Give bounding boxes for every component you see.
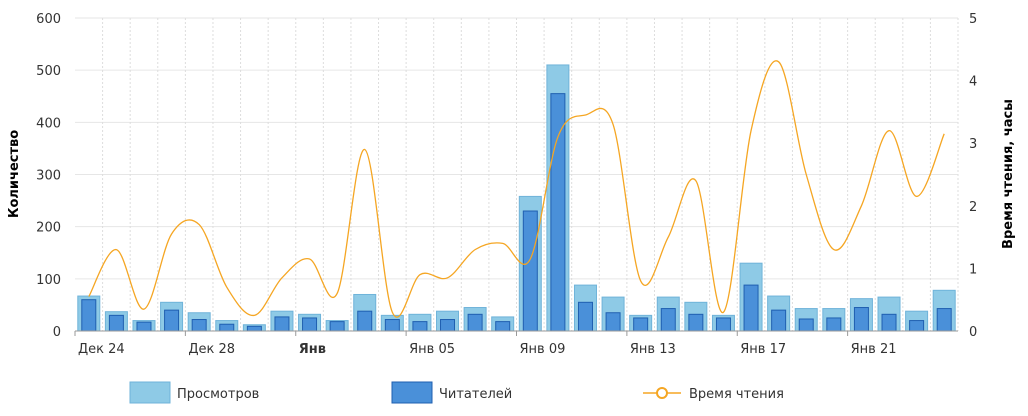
- legend-readers-swatch: [391, 381, 433, 404]
- bar-readers-16[interactable]: [522, 210, 538, 332]
- legend: Просмотров Читателей Время чтения: [129, 381, 784, 404]
- x-tick-label-2: Янв: [299, 342, 326, 357]
- grid: [75, 17, 959, 331]
- y-tick-label-6: 600: [36, 12, 61, 27]
- x-tick-label-6: Янв 17: [740, 342, 786, 357]
- legend-reading-time-marker: [656, 387, 668, 399]
- bar-readers-27[interactable]: [826, 317, 842, 332]
- readers-bars: [81, 93, 952, 332]
- bar-readers-6[interactable]: [246, 325, 262, 332]
- legend-views-label: Просмотров: [177, 387, 259, 402]
- bar-readers-2[interactable]: [136, 321, 152, 332]
- legend-readers-label: Читателей: [439, 387, 512, 402]
- x-tick-label-3: Янв 05: [409, 342, 455, 357]
- bar-readers-28[interactable]: [853, 307, 869, 332]
- y2-axis-ticks: 0 1 2 3 4 5: [969, 12, 977, 340]
- y2-tick-label-2: 2: [969, 200, 977, 215]
- y-tick-label-1: 100: [36, 273, 61, 288]
- x-tick-label-7: Янв 21: [851, 342, 897, 357]
- x-tick-label-4: Янв 09: [520, 342, 566, 357]
- x-axis-ticks: Дек 24 Дек 28 Янв Янв 05 Янв 09 Янв 13 Янв 17 Я…: [74, 331, 897, 357]
- legend-views-swatch: [129, 381, 171, 404]
- reading-time-line: [88, 60, 945, 318]
- bar-readers-14[interactable]: [467, 313, 483, 332]
- x-tick-label-1: Дек 28: [188, 342, 235, 357]
- y-tick-label-4: 400: [36, 116, 61, 131]
- bar-readers-12[interactable]: [412, 321, 428, 332]
- bar-readers-21[interactable]: [660, 308, 676, 332]
- bar-readers-7[interactable]: [274, 316, 290, 332]
- bar-readers-13[interactable]: [440, 319, 456, 332]
- bar-readers-0[interactable]: [81, 299, 97, 332]
- bar-readers-8[interactable]: [302, 317, 318, 332]
- bar-readers-24[interactable]: [743, 284, 759, 332]
- y2-tick-label-1: 1: [969, 262, 977, 277]
- bar-readers-9[interactable]: [329, 321, 345, 332]
- y-axis-ticks: 0 100 200 300 400 500 600: [36, 12, 61, 340]
- y2-tick-label-3: 3: [969, 137, 977, 152]
- bar-readers-29[interactable]: [881, 313, 897, 332]
- bar-readers-19[interactable]: [605, 312, 621, 332]
- y-axis-title: Количество: [7, 130, 22, 218]
- bar-readers-18[interactable]: [577, 301, 593, 332]
- bar-readers-11[interactable]: [384, 319, 400, 332]
- bar-readers-20[interactable]: [633, 317, 649, 332]
- legend-item-readers[interactable]: Читателей: [391, 381, 512, 404]
- y2-tick-label-4: 4: [969, 75, 977, 90]
- y2-tick-label-0: 0: [969, 325, 977, 340]
- bar-readers-3[interactable]: [164, 309, 180, 332]
- bar-readers-25[interactable]: [771, 309, 787, 332]
- legend-item-reading-time[interactable]: Время чтения: [643, 387, 784, 402]
- legend-item-views[interactable]: Просмотров: [129, 381, 259, 404]
- bar-readers-10[interactable]: [357, 310, 373, 332]
- bar-readers-22[interactable]: [688, 313, 704, 332]
- legend-reading-time-label: Время чтения: [689, 387, 784, 402]
- y-tick-label-0: 0: [53, 325, 61, 340]
- bar-readers-1[interactable]: [108, 314, 124, 332]
- x-tick-label-0: Дек 24: [78, 342, 125, 357]
- y-tick-label-5: 500: [36, 64, 61, 79]
- x-tick-label-5: Янв 13: [630, 342, 676, 357]
- y2-axis-title: Время чтения, часы: [1001, 99, 1016, 249]
- bar-readers-17[interactable]: [550, 93, 566, 332]
- y-tick-label-3: 300: [36, 169, 61, 184]
- bar-readers-4[interactable]: [191, 319, 207, 332]
- bar-readers-5[interactable]: [219, 323, 235, 332]
- bar-readers-23[interactable]: [715, 317, 731, 332]
- bar-readers-26[interactable]: [798, 318, 814, 332]
- y-tick-label-2: 200: [36, 221, 61, 236]
- bar-readers-15[interactable]: [495, 321, 511, 332]
- bar-readers-31[interactable]: [936, 308, 952, 332]
- bar-readers-30[interactable]: [909, 320, 925, 332]
- y2-tick-label-5: 5: [969, 12, 977, 27]
